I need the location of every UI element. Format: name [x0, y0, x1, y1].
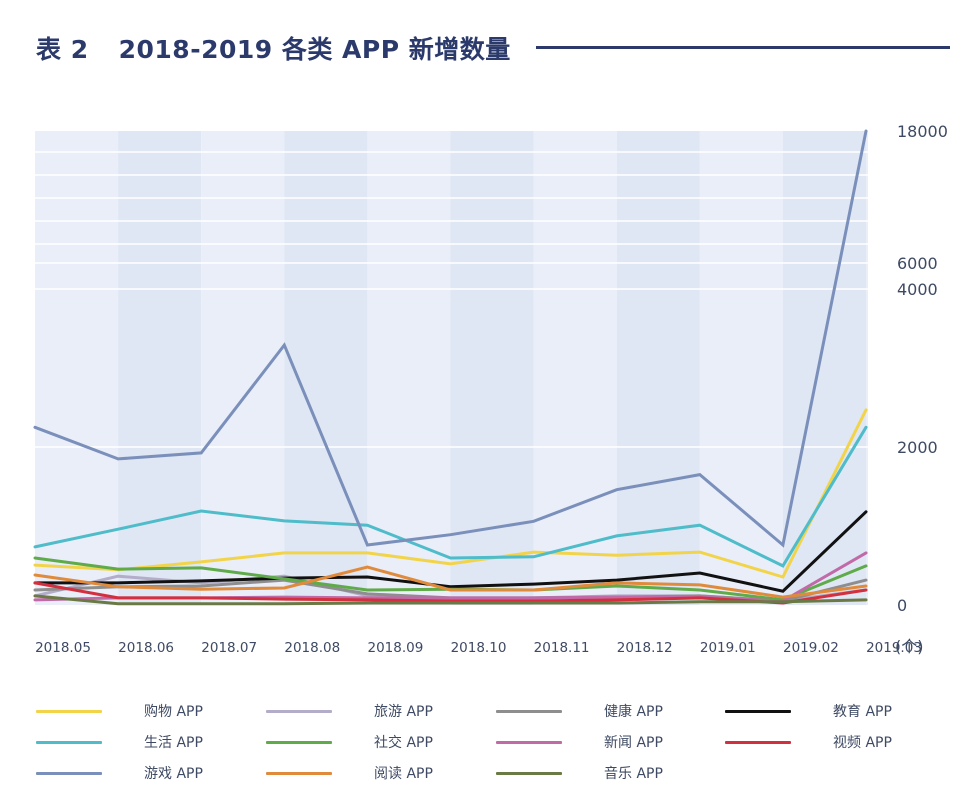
- legend-swatch: [725, 740, 791, 744]
- series-line: [33, 510, 868, 593]
- y-tick-label: 6000: [897, 254, 938, 273]
- series-line: [33, 565, 868, 599]
- x-tick-label: 2018.09: [367, 640, 423, 656]
- legend-swatch: [496, 709, 562, 713]
- series-line: [33, 129, 868, 548]
- y-tick-label: 4000: [897, 280, 938, 299]
- legend-item: 新闻 APP: [496, 732, 663, 752]
- title-text: 2018-2019 各类 APP 新增数量: [118, 35, 511, 64]
- x-tick-label: 2018.10: [451, 640, 507, 656]
- legend-item: 教育 APP: [725, 701, 892, 721]
- title-rule: [536, 46, 950, 49]
- series-line: [33, 594, 868, 606]
- plot-band: [201, 131, 285, 605]
- x-axis: 2018.05 2018.06 2018.07 2018.08 2018.09 2018.…: [35, 640, 922, 656]
- legend-label: 旅游 APP: [374, 704, 433, 720]
- legend-label: 生活 APP: [144, 735, 203, 751]
- legend-item: 阅读 APP: [266, 763, 433, 783]
- legend-swatch: [36, 771, 102, 775]
- series-lines: [33, 129, 868, 606]
- legend-item: 购物 APP: [36, 701, 203, 721]
- legend-swatch: [36, 740, 102, 744]
- plot-band: [533, 131, 617, 605]
- legend-item: 生活 APP: [36, 732, 203, 752]
- legend-swatch: [266, 709, 332, 713]
- y-unit-label: (个): [895, 637, 924, 656]
- legend-swatch: [266, 740, 332, 744]
- legend-label: 购物 APP: [144, 704, 203, 720]
- plot-band: [699, 131, 783, 605]
- series-line: [33, 408, 868, 579]
- legend-item: 游戏 APP: [36, 763, 203, 783]
- legend-label: 社交 APP: [374, 735, 433, 751]
- legend-swatch: [36, 709, 102, 713]
- x-tick-label: 2018.06: [118, 640, 174, 656]
- x-tick-label: 2018.12: [617, 640, 673, 656]
- x-tick-label: 2018.05: [35, 640, 91, 656]
- legend-label: 音乐 APP: [604, 766, 663, 782]
- x-tick-label: 2018.07: [201, 640, 257, 656]
- plot-band: [284, 131, 368, 605]
- plot-band: [118, 131, 202, 605]
- y-tick-label: 2000: [897, 438, 938, 457]
- legend-item: 视频 APP: [725, 732, 892, 752]
- y-axis: 0 2000 4000 6000 18000 (个): [895, 122, 948, 656]
- legend-swatch: [266, 771, 332, 775]
- plot-band: [367, 131, 451, 605]
- legend-label: 阅读 APP: [374, 766, 433, 782]
- legend-label: 健康 APP: [604, 704, 663, 720]
- legend-label: 游戏 APP: [144, 766, 203, 782]
- legend-swatch: [496, 771, 562, 775]
- legend-swatch: [496, 740, 562, 744]
- plot-band: [782, 131, 866, 605]
- plot-background: [35, 131, 868, 605]
- table-number: 表 2: [36, 35, 89, 64]
- chart-title: 表 2 2018-2019 各类 APP 新增数量: [36, 30, 511, 66]
- legend-label: 新闻 APP: [604, 735, 663, 751]
- series-line: [33, 581, 868, 605]
- legend-item: 健康 APP: [496, 701, 663, 721]
- plot-band: [35, 131, 119, 605]
- x-tick-label: 2019.02: [783, 640, 839, 656]
- x-tick-label: 2019.03: [866, 640, 922, 656]
- legend-label: 视频 APP: [833, 735, 892, 751]
- x-tick-label: 2018.08: [284, 640, 340, 656]
- gridlines: [35, 151, 868, 448]
- x-tick-label: 2018.11: [534, 640, 590, 656]
- plot-band: [450, 131, 534, 605]
- x-tick-label: 2019.01: [700, 640, 756, 656]
- legend-item: 音乐 APP: [496, 763, 663, 783]
- series-line: [33, 425, 868, 568]
- legend-swatch: [725, 709, 791, 713]
- legend-item: 旅游 APP: [266, 701, 433, 721]
- legend-label: 教育 APP: [833, 704, 892, 720]
- y-tick-label: 0: [897, 596, 907, 615]
- y-tick-label: 18000: [897, 122, 948, 141]
- legend-item: 社交 APP: [266, 732, 433, 752]
- plot-band: [866, 131, 868, 605]
